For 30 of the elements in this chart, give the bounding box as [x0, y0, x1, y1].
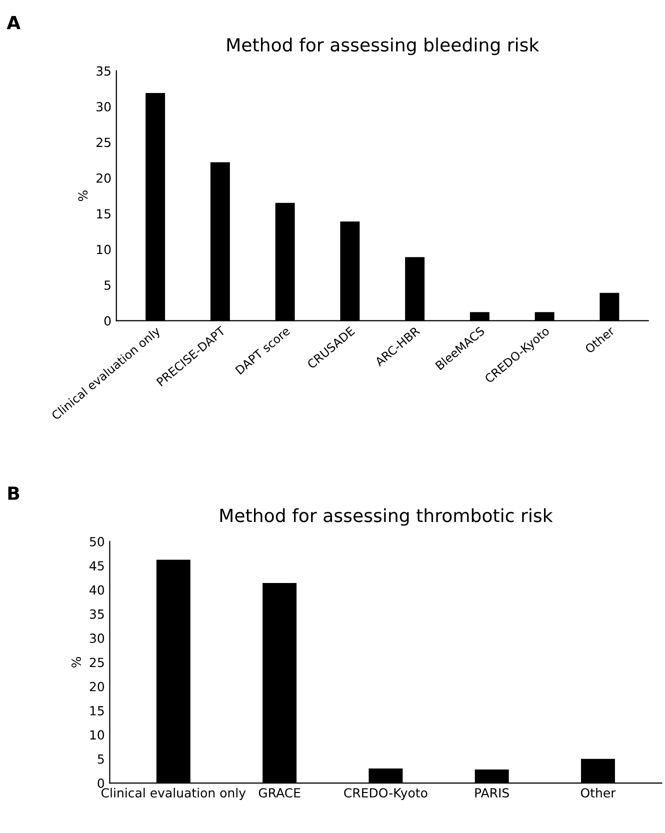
- chart-title: Method for assessing bleeding risk: [227, 38, 540, 56]
- y-tick-label: 35: [96, 66, 110, 76]
- y-axis-title: %: [72, 656, 81, 668]
- y-tick-label: 0: [98, 778, 104, 788]
- y-tick-label: 0: [104, 316, 111, 326]
- y-tick-label: 10: [90, 730, 104, 740]
- y-tick-label: 30: [96, 102, 111, 112]
- y-tick-label: 15: [96, 209, 110, 219]
- x-tick-label: Clinical evaluation only: [102, 788, 246, 800]
- y-tick-label: 10: [96, 244, 111, 254]
- y-tick-label: 40: [90, 585, 104, 595]
- y-axis-title: %: [78, 190, 88, 202]
- y-tick-label: 45: [90, 561, 104, 571]
- y-tick-label: 20: [90, 682, 104, 692]
- y-tick-label: 20: [96, 173, 111, 183]
- x-tick-label: Other: [580, 788, 616, 798]
- y-tick-label: 50: [90, 536, 104, 546]
- y-tick-label: 5: [98, 754, 104, 764]
- x-tick-label: CREDO-Kyoto: [344, 788, 428, 800]
- chart-title: Method for assessing thrombotic risk: [220, 508, 553, 526]
- y-tick-label: 25: [90, 658, 104, 668]
- y-tick-label: 25: [96, 138, 110, 148]
- y-tick-label: 15: [90, 706, 104, 716]
- y-tick-label: 30: [90, 634, 104, 644]
- x-tick-label: GRACE: [258, 788, 300, 798]
- y-tick-label: 5: [104, 280, 110, 290]
- text: A: [6, 16, 21, 30]
- y-tick-label: 35: [90, 609, 104, 619]
- x-tick-label: PARIS: [475, 788, 509, 798]
- text: B: [8, 486, 20, 500]
